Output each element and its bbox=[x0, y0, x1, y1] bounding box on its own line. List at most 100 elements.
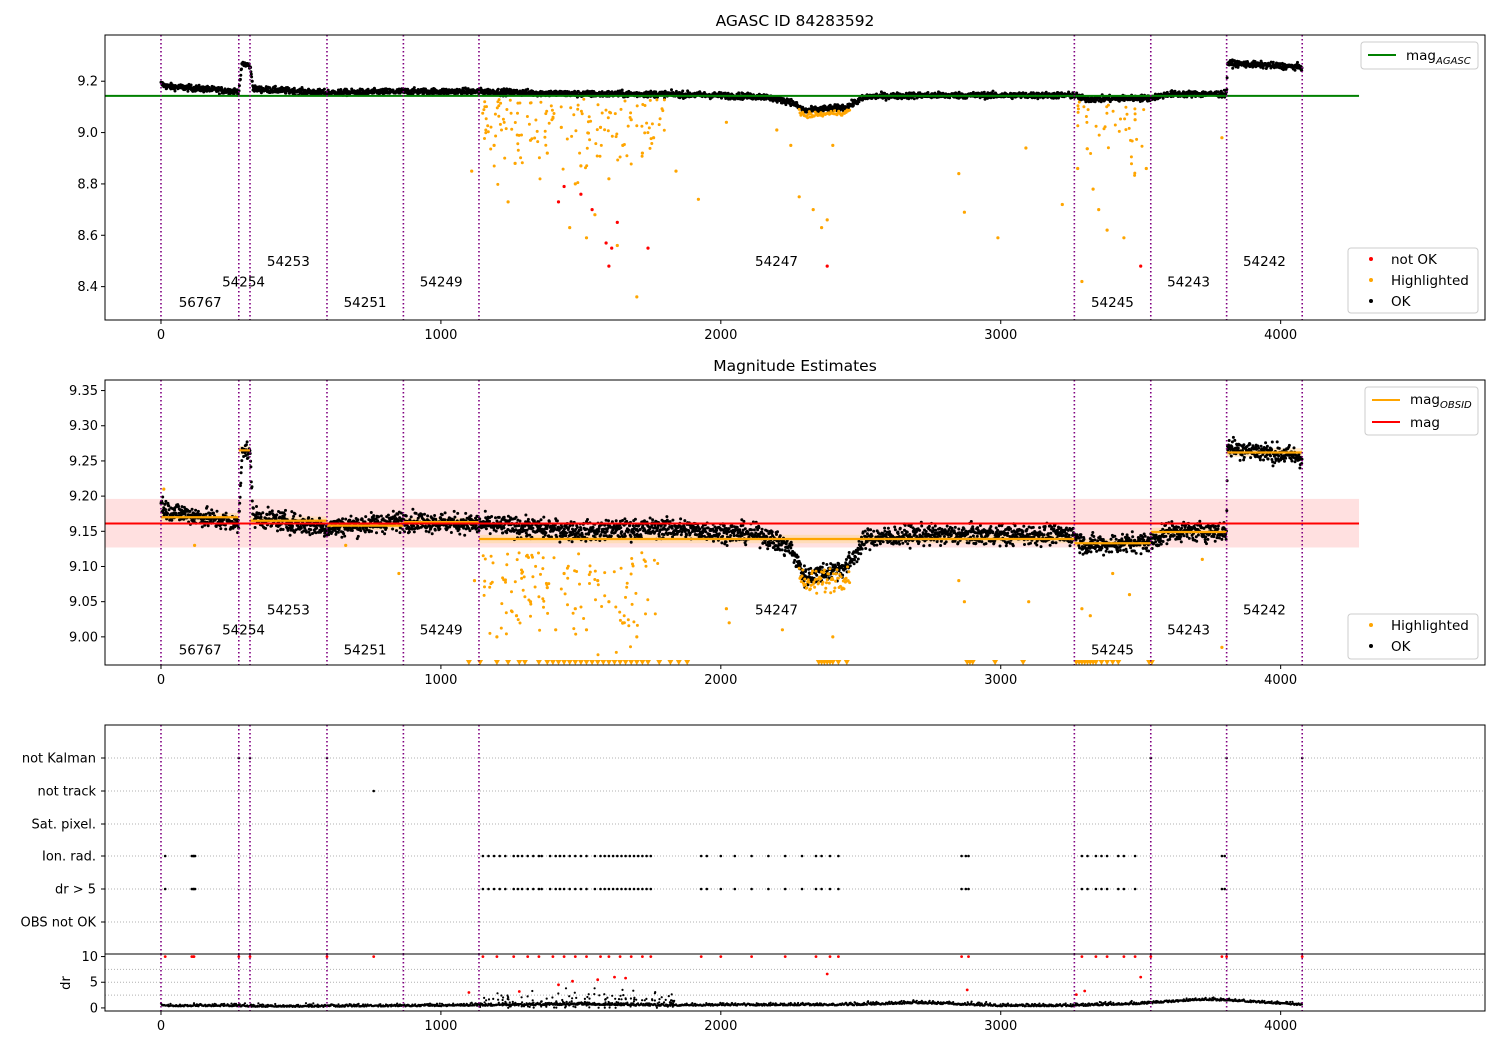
p1-highlighted-point bbox=[1124, 128, 1128, 132]
p1-highlighted-point bbox=[649, 137, 653, 141]
p2-ok-point bbox=[370, 529, 374, 533]
p1-highlighted-point bbox=[559, 105, 563, 109]
p2-ok-point bbox=[307, 516, 311, 520]
p1-legend-highlighted-label: Highlighted bbox=[1391, 273, 1469, 289]
p1-highlighted-point bbox=[599, 143, 603, 147]
p1-highlighted-point bbox=[696, 197, 701, 201]
p1-highlighted-point bbox=[587, 131, 590, 135]
p1-highlighted-point bbox=[535, 129, 539, 133]
p1-highlighted-point bbox=[1097, 208, 1101, 212]
p2-ok-point bbox=[605, 529, 609, 533]
p2-ok-point bbox=[299, 526, 303, 530]
p1-highlighted-point bbox=[628, 116, 632, 119]
p1-highlighted-point bbox=[610, 134, 614, 138]
p1-highlighted-point bbox=[648, 146, 652, 150]
p1-legend-highlighted-swatch bbox=[1369, 278, 1373, 282]
p2-ok-point bbox=[341, 517, 345, 521]
p1-ok-point bbox=[250, 75, 254, 79]
p2-ok-point bbox=[190, 507, 194, 511]
p2-ok-point bbox=[514, 515, 518, 519]
p1-highlighted-point bbox=[576, 181, 580, 185]
p1-highlighted-point bbox=[482, 108, 486, 112]
p1-highlighted-point bbox=[619, 107, 623, 111]
p1-highlighted-point bbox=[640, 151, 645, 155]
p1-highlighted-point bbox=[595, 128, 599, 132]
p1-highlighted-point bbox=[1133, 107, 1137, 111]
p1-highlighted-point bbox=[608, 110, 612, 114]
p1-highlighted-point bbox=[506, 200, 510, 204]
p1-highlighted-point bbox=[640, 154, 644, 158]
p1-highlighted-point bbox=[527, 122, 531, 126]
p2-ok-point bbox=[456, 511, 460, 515]
p1-highlighted-point bbox=[615, 132, 619, 136]
p2-ok-point bbox=[375, 531, 378, 535]
p1-highlighted-point bbox=[594, 142, 598, 146]
p1-highlighted-point bbox=[775, 128, 779, 132]
p2-ok-point bbox=[410, 527, 414, 531]
p1-highlighted-point bbox=[811, 208, 815, 212]
p2-ok-point bbox=[336, 530, 340, 534]
p2-ok-point bbox=[623, 534, 627, 538]
p1-highlighted-point bbox=[584, 166, 587, 170]
p2-ok-point bbox=[494, 529, 498, 533]
p1-highlighted-point bbox=[565, 137, 569, 141]
p1-ok-point bbox=[1231, 66, 1235, 70]
p1-highlighted-point bbox=[585, 146, 589, 150]
p1-highlighted-point bbox=[629, 162, 633, 166]
p2-ok-point bbox=[568, 524, 572, 528]
p2-ok-point bbox=[443, 511, 447, 515]
p2-ok-point bbox=[443, 518, 447, 522]
p2-ok-point bbox=[528, 533, 532, 537]
p2-ok-point bbox=[344, 517, 348, 521]
p2-ok-point bbox=[483, 509, 487, 513]
p1-highlighted-point bbox=[1076, 107, 1080, 111]
p2-ok-point bbox=[597, 529, 601, 533]
p1-not-ok-point bbox=[562, 184, 566, 189]
p1-highlighted-point bbox=[1220, 136, 1224, 140]
p1-highlighted-point bbox=[596, 103, 600, 107]
p1-highlighted-point bbox=[492, 164, 496, 168]
p2-ok-point bbox=[625, 519, 629, 523]
p1-ok-point bbox=[681, 89, 685, 93]
p2-ok-point bbox=[502, 526, 506, 530]
p2-ok-point bbox=[163, 502, 167, 506]
p1-highlighted-point bbox=[543, 135, 547, 139]
p1-ok-point bbox=[217, 92, 221, 96]
p2-ok-point bbox=[426, 514, 430, 518]
p1-highlighted-point bbox=[504, 127, 508, 131]
p1-highlighted-point bbox=[484, 128, 488, 132]
p1-highlighted-point bbox=[1123, 117, 1127, 121]
p1-not-ok-point bbox=[615, 220, 619, 224]
p2-ok-point bbox=[315, 526, 319, 530]
p2-ok-point bbox=[427, 530, 431, 534]
p2-ok-point bbox=[434, 517, 438, 521]
p1-highlighted-point bbox=[957, 172, 961, 176]
p1-highlighted-point bbox=[1105, 228, 1109, 232]
p1-highlighted-point bbox=[537, 156, 541, 160]
p1-obsid-label: 54251 bbox=[344, 295, 387, 311]
p1-legend-not-ok-swatch bbox=[1369, 257, 1373, 261]
p1-highlighted-point bbox=[579, 164, 583, 168]
p2-ok-point bbox=[240, 459, 244, 463]
p1-highlighted-point bbox=[505, 108, 509, 111]
p1-highlighted-point bbox=[525, 115, 529, 118]
p2-ok-point bbox=[166, 512, 170, 515]
p1-highlighted-point bbox=[568, 226, 572, 230]
p1-highlighted-point bbox=[545, 109, 549, 113]
p1-highlighted-point bbox=[607, 177, 611, 181]
p1-highlighted-point bbox=[520, 133, 523, 137]
p1-ok-point bbox=[250, 79, 254, 83]
p1-highlighted-point bbox=[831, 143, 835, 147]
p1-highlighted-point bbox=[820, 226, 824, 230]
p1-highlighted-point bbox=[584, 236, 589, 240]
p1-highlighted-point bbox=[582, 97, 586, 101]
p1-highlighted-point bbox=[515, 133, 519, 137]
p1-highlighted-point bbox=[547, 121, 551, 125]
p1-highlighted-point bbox=[516, 111, 519, 115]
p1-ok-point bbox=[670, 88, 673, 92]
p1-highlighted-point bbox=[530, 137, 534, 141]
p1-ok-point bbox=[186, 89, 190, 93]
p2-ok-point bbox=[183, 512, 187, 516]
p2-ok-point bbox=[463, 533, 467, 537]
p2-ok-point bbox=[199, 512, 202, 516]
